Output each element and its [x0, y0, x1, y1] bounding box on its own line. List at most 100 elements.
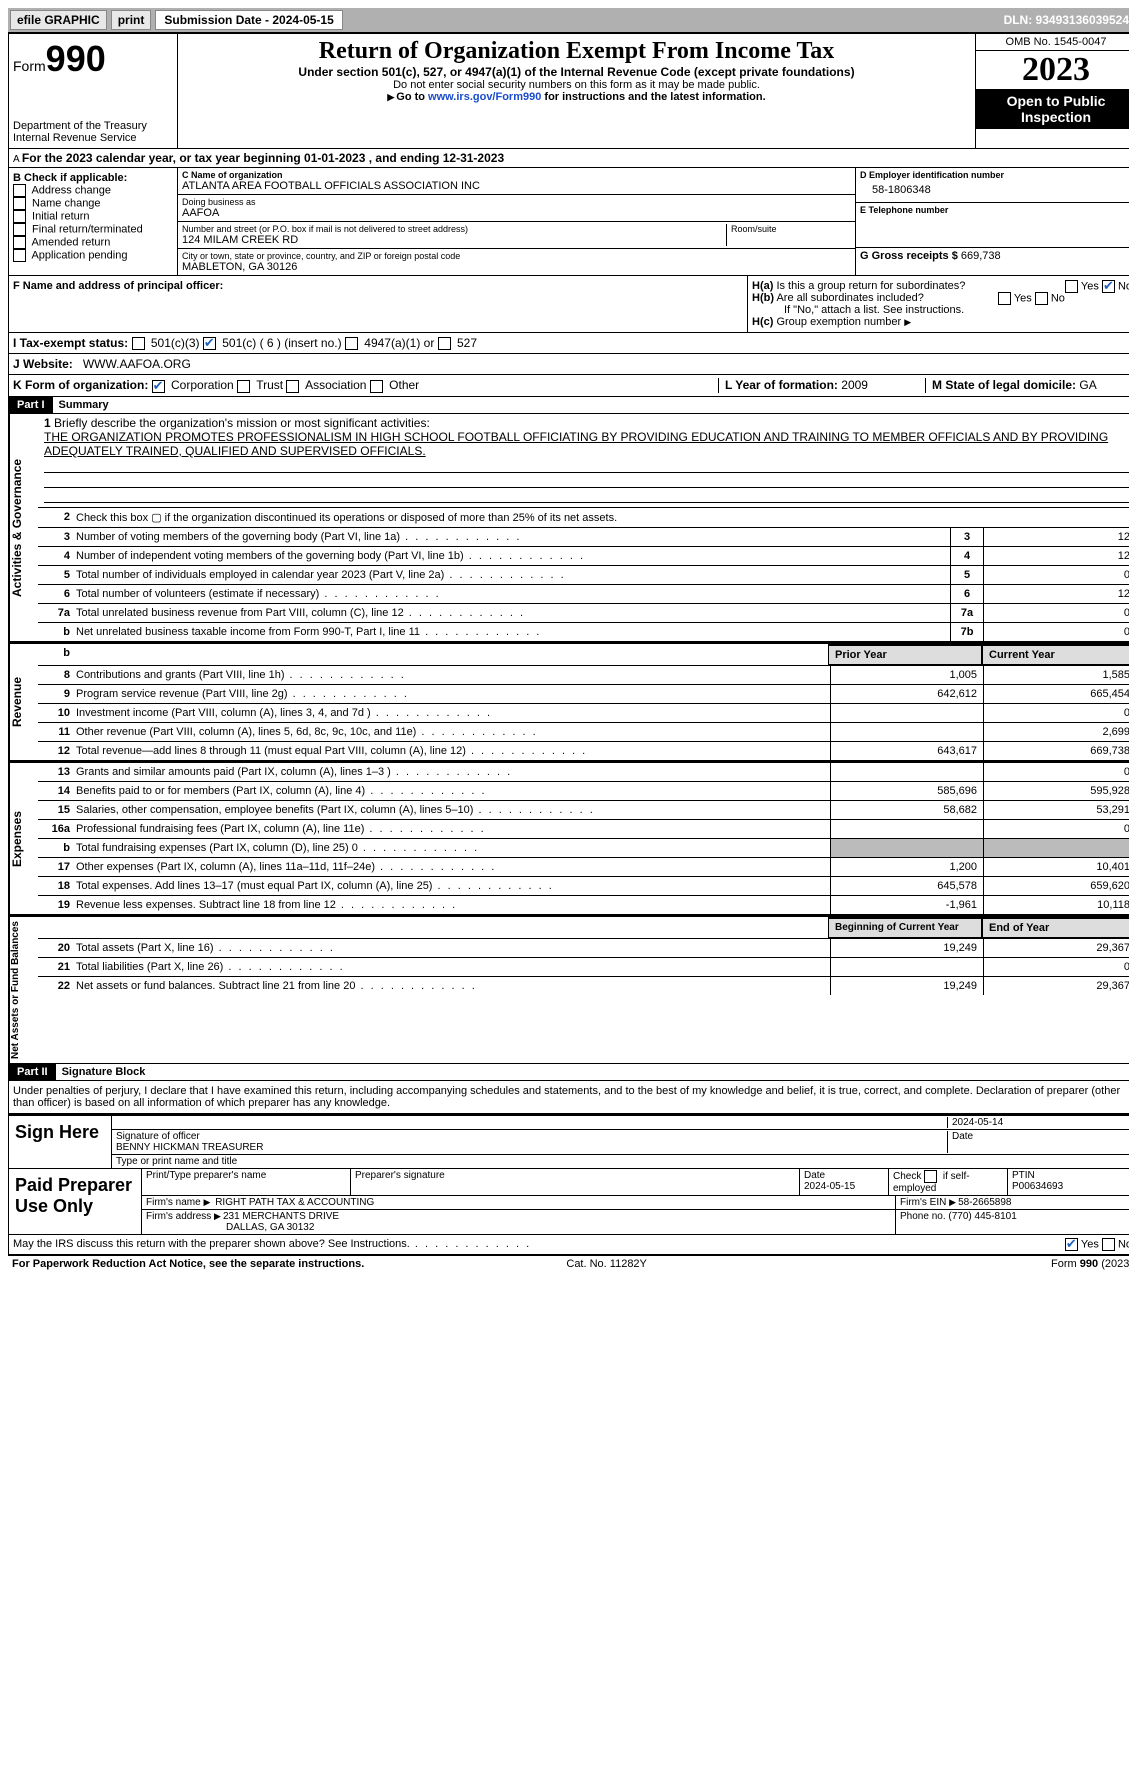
prior-val: [830, 704, 983, 722]
b-checkbox[interactable]: [13, 249, 26, 262]
hb-yes[interactable]: [998, 292, 1011, 305]
curr-val: 1,585: [983, 666, 1129, 684]
line-text: Total fundraising expenses (Part IX, col…: [74, 839, 830, 857]
prior-val: 1,200: [830, 858, 983, 876]
efile-btn[interactable]: efile GRAPHIC: [10, 10, 107, 30]
paid-preparer: Paid Preparer Use Only: [9, 1169, 142, 1234]
i-lbl: I Tax-exempt status:: [13, 336, 128, 350]
i-501c3[interactable]: [132, 337, 145, 350]
prior-val: 19,249: [830, 977, 983, 995]
line-val: 0: [983, 604, 1129, 622]
i-501c[interactable]: [203, 337, 216, 350]
addr2: DALLAS, GA 30132: [146, 1222, 314, 1233]
m-lbl: M State of legal domicile:: [932, 378, 1076, 392]
fein: 58-2665898: [958, 1197, 1011, 1208]
addr1: 231 MERCHANTS DRIVE: [223, 1211, 339, 1222]
line-num: 12: [38, 742, 74, 760]
curr-val: 0: [983, 820, 1129, 838]
phone-lbl: Phone no.: [900, 1211, 946, 1222]
line-num: 6: [38, 585, 74, 603]
tax-year: 2023: [976, 51, 1129, 89]
ha-no[interactable]: [1102, 280, 1115, 293]
self-emp: Check if self-employed: [889, 1169, 1008, 1195]
curr-val: 0: [983, 958, 1129, 976]
part2-hdr: Part II: [9, 1064, 56, 1080]
b-checkbox[interactable]: [13, 223, 26, 236]
discuss-no[interactable]: [1102, 1238, 1115, 1251]
line-text: Net unrelated business taxable income fr…: [74, 623, 950, 641]
line-num: 21: [38, 958, 74, 976]
line-box: 4: [950, 547, 983, 565]
f-lbl: F Name and address of principal officer:: [13, 280, 223, 292]
hb-no[interactable]: [1035, 292, 1048, 305]
line-box: 5: [950, 566, 983, 584]
psig-lbl: Preparer's signature: [351, 1169, 800, 1195]
gross-lbl: G Gross receipts $: [860, 250, 958, 262]
prior-val: 645,578: [830, 877, 983, 895]
line-text: Total unrelated business revenue from Pa…: [74, 604, 950, 622]
addr-lbl: Firm's address: [146, 1211, 211, 1222]
i-527[interactable]: [438, 337, 451, 350]
line-num: 18: [38, 877, 74, 895]
line1-num: 1: [44, 416, 51, 430]
k-assoc[interactable]: [286, 380, 299, 393]
sign-date: 2024-05-14: [947, 1117, 1129, 1128]
inspection: Open to Public Inspection: [976, 89, 1129, 129]
sig-lbl: Signature of officer: [116, 1131, 200, 1142]
self-emp-cb[interactable]: [924, 1170, 937, 1183]
b-checkbox[interactable]: [13, 210, 26, 223]
line-box: 3: [950, 528, 983, 546]
prior-val: [830, 958, 983, 976]
foot-c: Cat. No. 11282Y: [566, 1258, 647, 1270]
line-num: b: [38, 839, 74, 857]
prior-val: 1,005: [830, 666, 983, 684]
form-word: Form: [13, 58, 46, 74]
line-text: Grants and similar amounts paid (Part IX…: [74, 763, 830, 781]
line-num: 20: [38, 939, 74, 957]
b-checkbox[interactable]: [13, 236, 26, 249]
line-val: 12: [983, 547, 1129, 565]
end-year-hdr: End of Year: [982, 917, 1129, 938]
topbar: efile GRAPHIC print Submission Date - 20…: [8, 8, 1129, 32]
line-num: 19: [38, 896, 74, 914]
prior-val: [830, 839, 983, 857]
tab-governance: Activities & Governance: [9, 414, 38, 641]
foot-r: Form 990 (2023): [1051, 1258, 1129, 1270]
line-val: 0: [983, 623, 1129, 641]
k-other[interactable]: [370, 380, 383, 393]
dln: DLN: 93493136039524: [1004, 13, 1129, 27]
prior-val: 19,249: [830, 939, 983, 957]
pname-lbl: Print/Type preparer's name: [142, 1169, 351, 1195]
i-4947[interactable]: [345, 337, 358, 350]
tab-revenue: Revenue: [9, 644, 38, 760]
ha-yes[interactable]: [1065, 280, 1078, 293]
b-checkbox[interactable]: [13, 184, 26, 197]
curr-val: 669,738: [983, 742, 1129, 760]
k-corp[interactable]: [152, 380, 165, 393]
irs-link[interactable]: www.irs.gov/Form990: [428, 91, 541, 103]
tab-expenses: Expenses: [9, 763, 38, 914]
l-lbl: L Year of formation:: [725, 378, 838, 392]
line-text: Professional fundraising fees (Part IX, …: [74, 820, 830, 838]
line-num: 17: [38, 858, 74, 876]
date-lbl: Date: [947, 1131, 1129, 1153]
prior-val: [830, 763, 983, 781]
line-text: Number of independent voting members of …: [74, 547, 950, 565]
curr-val: 659,620: [983, 877, 1129, 895]
b-checkbox[interactable]: [13, 197, 26, 210]
mission-lbl: Briefly describe the organization's miss…: [54, 416, 430, 430]
line-num: 8: [38, 666, 74, 684]
discuss-yes[interactable]: [1065, 1238, 1078, 1251]
print-btn[interactable]: print: [111, 10, 152, 30]
k-trust[interactable]: [237, 380, 250, 393]
prior-val: -1,961: [830, 896, 983, 914]
prior-val: 58,682: [830, 801, 983, 819]
dept: Department of the Treasury: [13, 120, 173, 132]
c-name-lbl: C Name of organization: [182, 170, 851, 180]
line-text: Check this box ▢ if the organization dis…: [74, 508, 1129, 527]
k-lbl: K Form of organization:: [13, 378, 148, 392]
prior-val: 643,617: [830, 742, 983, 760]
line-text: Revenue less expenses. Subtract line 18 …: [74, 896, 830, 914]
j-lbl: J Website:: [13, 357, 73, 371]
mission-text: THE ORGANIZATION PROMOTES PROFESSIONALIS…: [44, 430, 1108, 458]
